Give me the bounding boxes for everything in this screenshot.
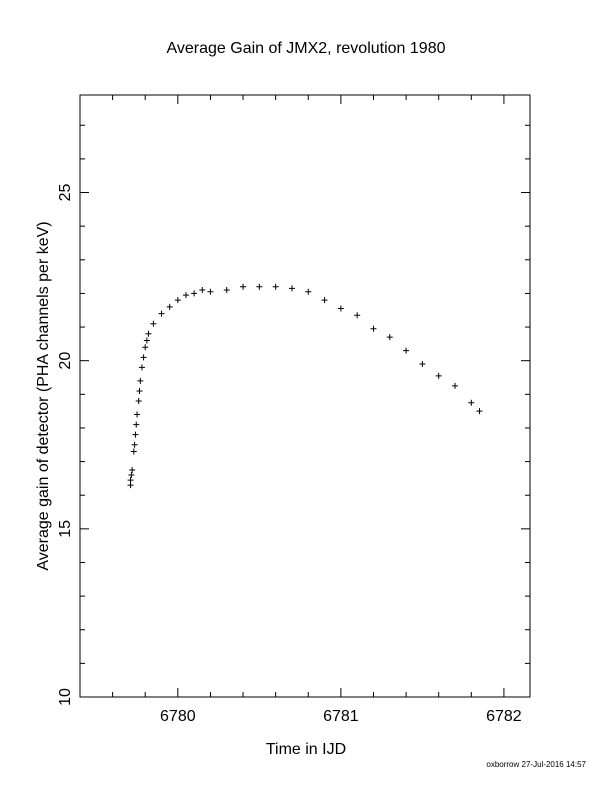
data-point: [223, 287, 230, 294]
data-point: [476, 408, 483, 415]
data-point: [150, 320, 157, 327]
data-point: [145, 330, 152, 337]
y-tick-label: 25: [57, 184, 74, 202]
data-point: [136, 387, 143, 394]
data-point: [127, 477, 134, 484]
y-tick-label: 15: [57, 520, 74, 538]
data-point: [128, 472, 135, 479]
y-tick-label: 10: [57, 688, 74, 706]
data-point: [240, 283, 247, 290]
data-point: [174, 297, 181, 304]
data-point: [199, 287, 206, 294]
data-point: [337, 305, 344, 312]
data-point: [207, 288, 214, 295]
data-point: [129, 466, 136, 473]
chart-title: Average Gain of JMX2, revolution 1980: [167, 40, 446, 57]
data-point: [131, 441, 138, 448]
data-point: [452, 382, 458, 389]
data-point: [166, 303, 173, 310]
data-point: [419, 361, 426, 368]
x-axis-label: Time in IJD: [266, 741, 346, 758]
data-point: [142, 344, 149, 351]
data-point: [140, 354, 147, 361]
data-point: [158, 310, 165, 317]
data-point: [134, 411, 141, 418]
data-point: [182, 292, 189, 299]
x-tick-label: 6782: [486, 708, 522, 725]
x-tick-label: 6781: [323, 708, 359, 725]
data-point: [138, 364, 145, 371]
data-point: [468, 399, 475, 406]
data-point: [403, 347, 410, 354]
data-point: [288, 285, 295, 292]
data-point: [133, 421, 140, 428]
footer: oxborrow 27-Jul-2016 14:57: [486, 760, 586, 769]
data-point: [191, 290, 198, 297]
data-point: [386, 334, 393, 341]
data-point: [127, 482, 134, 489]
data-point: [135, 398, 142, 405]
data-point: [272, 283, 279, 290]
plot-frame: [79, 94, 531, 698]
data-point: [435, 372, 442, 379]
data-point: [370, 325, 377, 332]
x-tick-label: 6780: [160, 708, 196, 725]
y-axis-label: Average gain of detector (PHA channels p…: [35, 221, 52, 570]
data-point: [321, 297, 328, 304]
data-point: [305, 288, 312, 295]
data-point: [354, 312, 361, 319]
data-point: [132, 431, 139, 438]
data-point: [143, 337, 150, 344]
data-point: [256, 283, 263, 290]
y-tick-label: 20: [57, 352, 74, 370]
data-point: [130, 448, 137, 455]
data-point: [137, 377, 144, 384]
